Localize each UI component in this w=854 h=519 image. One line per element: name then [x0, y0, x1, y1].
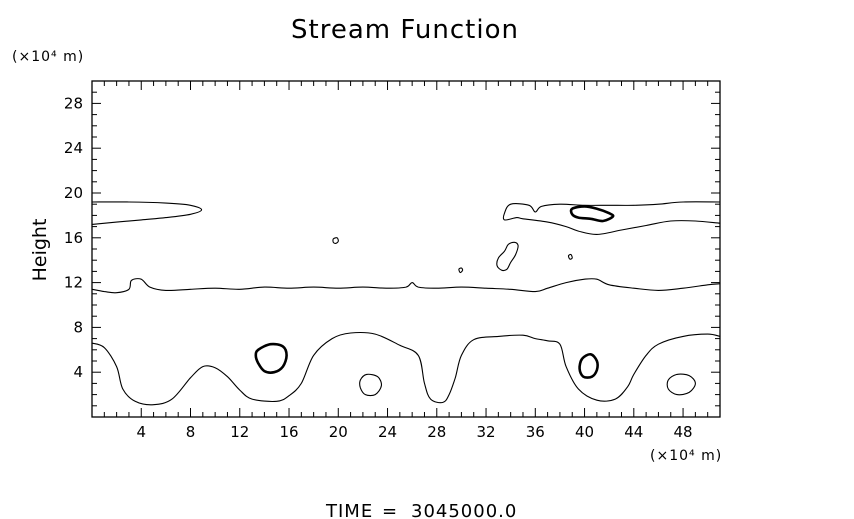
plot-axes [91, 80, 721, 418]
x-tick-labels: 4 8 12 16 20 24 28 32 36 40 44 48 [136, 423, 692, 441]
y-tick-label: 4 [73, 363, 83, 381]
time-value: 3045000.0 [411, 501, 517, 519]
chart-title: Stream Function [291, 15, 519, 45]
x-tick-label: 40 [575, 423, 594, 441]
contour-line [91, 201, 203, 225]
contour-closed [666, 373, 696, 396]
contour-closed [359, 373, 383, 397]
y-tick-label: 24 [64, 139, 83, 157]
x-tick-label: 24 [378, 423, 397, 441]
contour-closed [332, 237, 339, 244]
y-axis-title: Height [29, 219, 51, 282]
time-equals: = [382, 501, 398, 519]
time-footer: TIME = 3045000.0 [325, 501, 517, 519]
contour-closed [458, 267, 464, 274]
x-tick-label: 48 [674, 423, 693, 441]
x-tick-label: 32 [476, 423, 495, 441]
x-tick-label: 36 [526, 423, 545, 441]
y-tick-label: 20 [64, 184, 83, 202]
x-tick-label: 44 [624, 423, 643, 441]
contour-line [91, 278, 721, 294]
time-label: TIME [325, 501, 373, 519]
contour-line [502, 201, 721, 235]
contour-line [91, 331, 721, 406]
y-tick-label: 16 [64, 229, 83, 247]
x-tick-label: 28 [427, 423, 446, 441]
contour-closed [496, 241, 519, 272]
y-tick-label: 8 [73, 318, 83, 336]
y-tick-label: 12 [64, 274, 83, 292]
x-tick-label: 8 [186, 423, 196, 441]
x-tick-label: 16 [279, 423, 298, 441]
x-tick-label: 20 [329, 423, 348, 441]
contour-lines [91, 201, 721, 406]
contour-closed [578, 352, 599, 379]
y-unit-label: (×10⁴ m) [12, 49, 84, 65]
y-tick-labels: 4 8 12 16 20 24 28 [64, 94, 83, 381]
x-unit-label: (×10⁴ m) [650, 448, 722, 464]
plot-frame [91, 80, 721, 418]
y-tick-label: 28 [64, 94, 83, 112]
contour-closed [567, 253, 573, 260]
contour-closed [569, 205, 615, 223]
x-tick-label: 12 [230, 423, 249, 441]
x-tick-label: 4 [136, 423, 146, 441]
contour-closed [254, 342, 288, 374]
